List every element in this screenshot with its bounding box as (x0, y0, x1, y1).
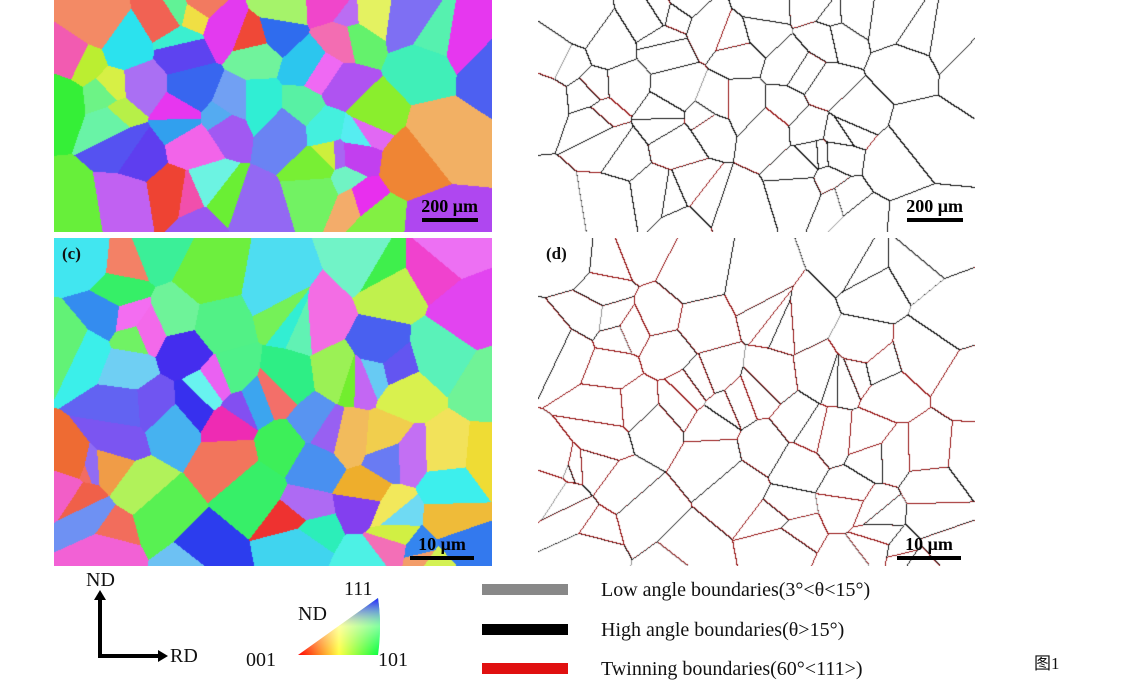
ipf-key-111-label: 111 (344, 578, 373, 600)
ipf-key-nd-label: ND (298, 603, 327, 625)
panel-label-d: (d) (546, 244, 567, 263)
rd-axis-label: RD (170, 645, 198, 667)
ipf-map-a-image (54, 0, 492, 232)
ipf-map-c-image (54, 238, 492, 566)
ipf-key-001-label: 001 (246, 649, 276, 671)
panel-label-c: (c) (62, 244, 81, 263)
scale-label: 200 μm (906, 196, 963, 216)
ipf-map-c: (c) 10 μm (54, 238, 492, 566)
boundary-map-b-image (538, 0, 975, 232)
legend-label-high-angle: High angle boundaries(θ>15°) (601, 619, 845, 641)
legend-label-twinning: Twinning boundaries(60°<111>) (601, 658, 863, 680)
axes-arrows-icon (94, 590, 168, 662)
scale-label: 200 μm (421, 196, 478, 216)
boundary-map-d-image (538, 238, 975, 566)
scale-bar-a: 200 μm (421, 196, 478, 222)
scale-bar-b: 200 μm (906, 196, 963, 222)
scale-label: 10 μm (418, 534, 466, 554)
figure-caption: 图1 (1034, 654, 1060, 673)
scale-bar-d: 10 μm (897, 534, 961, 560)
legend-label-low-angle: Low angle boundaries(3°<θ<15°) (601, 579, 871, 601)
scale-bar-c: 10 μm (410, 534, 474, 560)
legend-swatch-low-angle (482, 584, 568, 595)
legend-swatch-high-angle (482, 624, 568, 635)
scale-label: 10 μm (905, 534, 953, 554)
ipf-key-101-label: 101 (378, 649, 408, 671)
ipf-color-key-triangle (298, 598, 380, 655)
ipf-map-a: 200 μm (54, 0, 492, 232)
legend-swatch-twinning (482, 663, 568, 674)
boundary-map-d: (d) 10 μm (538, 238, 975, 566)
nd-axis-label: ND (86, 569, 115, 591)
boundary-map-b: 200 μm (538, 0, 975, 232)
